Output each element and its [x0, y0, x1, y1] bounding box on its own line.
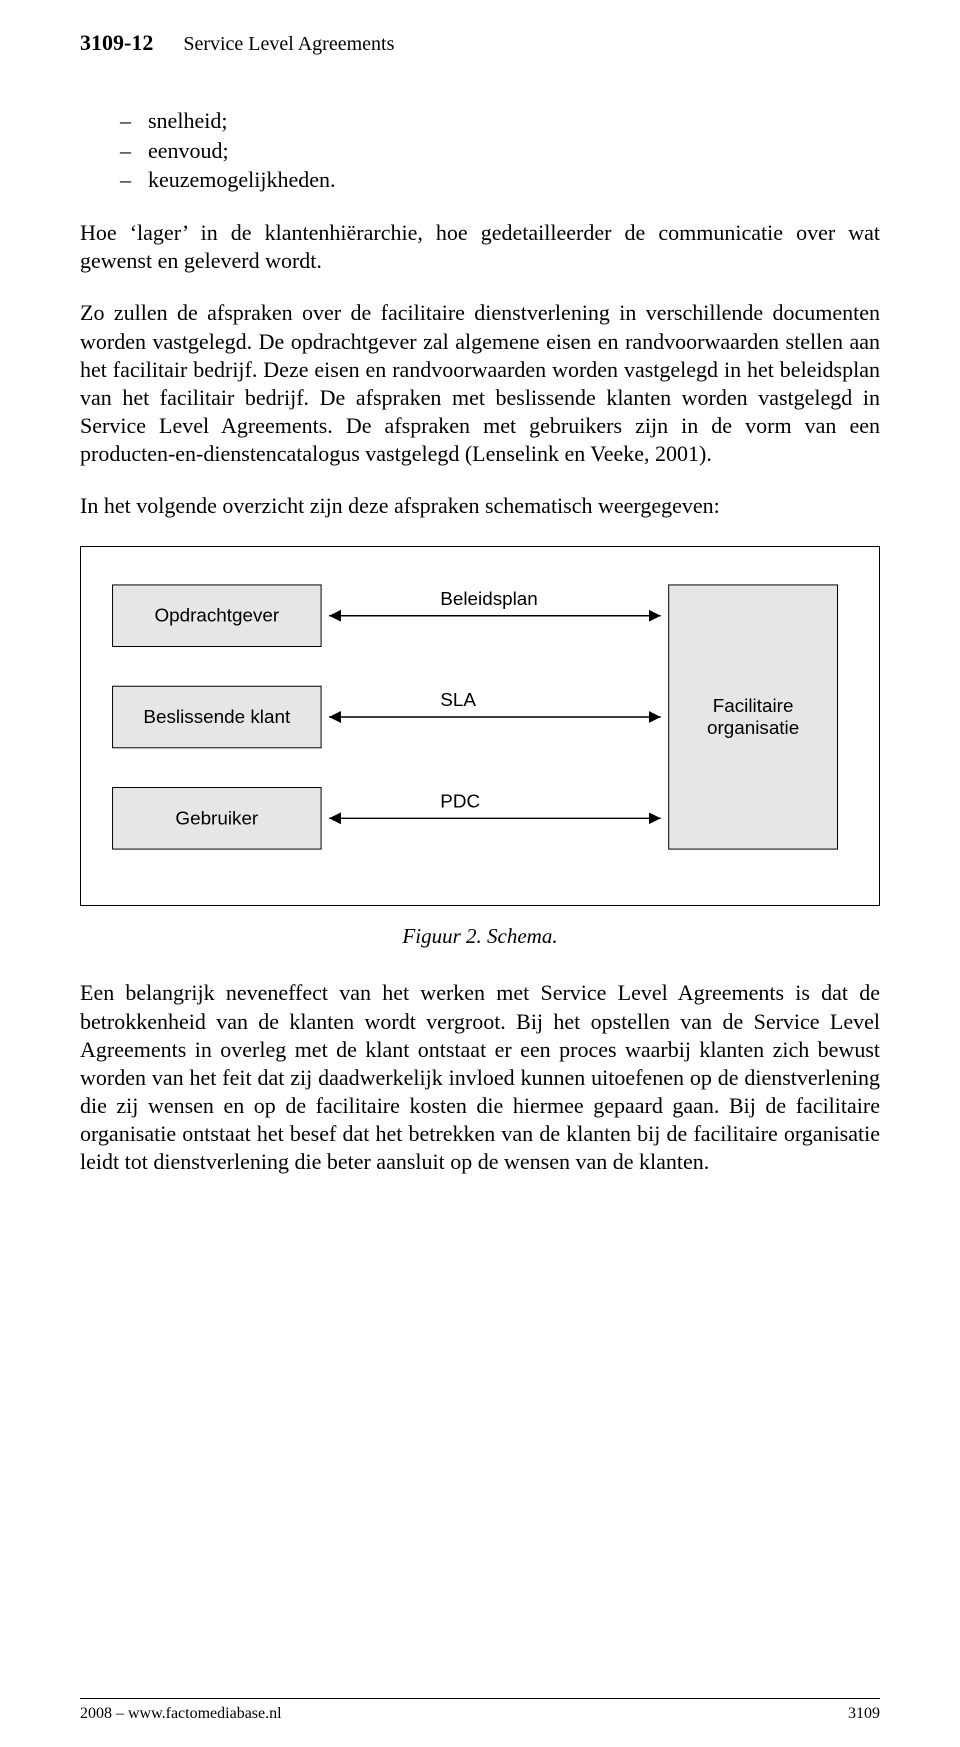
footer-left: 2008 – www.factomediabase.nl	[80, 1705, 282, 1723]
bullet-item: keuzemogelijkheden.	[120, 165, 880, 195]
figure-caption: Figuur 2. Schema.	[80, 924, 880, 949]
diagram-connector-label: Beleidsplan	[440, 588, 538, 609]
paragraph: In het volgende overzicht zijn deze afsp…	[80, 492, 880, 520]
diagram-connector-label: PDC	[440, 791, 480, 812]
bullet-list: snelheid; eenvoud; keuzemogelijkheden.	[80, 106, 880, 195]
diagram-label: Facilitaire	[713, 696, 794, 717]
bullet-item: eenvoud;	[120, 136, 880, 166]
diagram-connector-label: SLA	[440, 690, 476, 711]
page-footer: 2008 – www.factomediabase.nl 3109	[80, 1698, 880, 1723]
diagram-label: Opdrachtgever	[154, 605, 279, 626]
header-code: 3109-12	[80, 30, 153, 56]
diagram-label: Gebruiker	[175, 808, 258, 829]
paragraph: Hoe ‘lager’ in de klantenhiërarchie, hoe…	[80, 219, 880, 275]
page-header: 3109-12 Service Level Agreements	[80, 30, 880, 56]
diagram-label: organisatie	[707, 717, 799, 738]
paragraph: Een belangrijk neveneffect van het werke…	[80, 979, 880, 1176]
diagram-container: Opdrachtgever Beslissende klant Gebruike…	[80, 546, 880, 906]
footer-right: 3109	[848, 1705, 880, 1723]
diagram-label: Beslissende klant	[143, 706, 291, 727]
paragraph: Zo zullen de afspraken over de facilitai…	[80, 299, 880, 468]
bullet-item: snelheid;	[120, 106, 880, 136]
header-title: Service Level Agreements	[183, 33, 394, 56]
diagram-svg: Opdrachtgever Beslissende klant Gebruike…	[111, 575, 849, 863]
page: 3109-12 Service Level Agreements snelhei…	[0, 0, 960, 1747]
